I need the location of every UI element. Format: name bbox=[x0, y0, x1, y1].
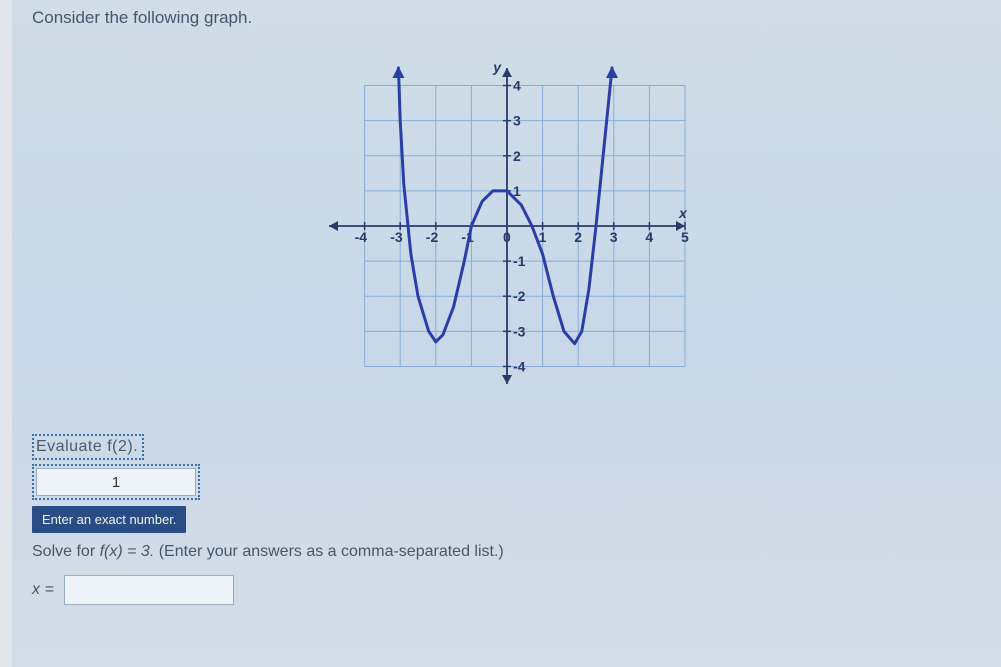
graph-container: 012345-4-3-2-11234-1-2-3-4xy bbox=[32, 46, 981, 406]
svg-text:3: 3 bbox=[513, 113, 521, 129]
question-section: Evaluate f(2). Enter an exact number. So… bbox=[32, 434, 981, 605]
solve-line: Solve for f(x) = 3. (Enter your answers … bbox=[32, 543, 981, 561]
svg-text:2: 2 bbox=[513, 148, 521, 164]
evaluate-input[interactable] bbox=[36, 468, 196, 496]
svg-text:-4: -4 bbox=[513, 358, 526, 374]
solve-prefix: Solve for bbox=[32, 543, 100, 560]
evaluate-input-wrap bbox=[32, 464, 200, 500]
svg-text:0: 0 bbox=[503, 229, 511, 245]
function-graph: 012345-4-3-2-11234-1-2-3-4xy bbox=[307, 46, 707, 406]
svg-text:4: 4 bbox=[645, 229, 653, 245]
x-equals-row: x = bbox=[32, 575, 981, 605]
svg-text:x: x bbox=[678, 205, 688, 221]
prompt-title: Consider the following graph. bbox=[32, 8, 981, 28]
solve-fx: f(x) = 3. bbox=[100, 543, 155, 560]
svg-text:5: 5 bbox=[681, 229, 689, 245]
svg-text:4: 4 bbox=[513, 78, 521, 94]
svg-text:3: 3 bbox=[609, 229, 617, 245]
solve-hint: (Enter your answers as a comma-separated… bbox=[154, 543, 503, 560]
svg-text:-2: -2 bbox=[425, 229, 438, 245]
svg-text:y: y bbox=[492, 59, 502, 75]
x-equals-label: x = bbox=[32, 581, 54, 599]
x-equals-input[interactable] bbox=[64, 575, 234, 605]
svg-text:-4: -4 bbox=[354, 229, 367, 245]
evaluate-label: Evaluate f(2). bbox=[36, 438, 138, 455]
svg-text:-2: -2 bbox=[513, 288, 526, 304]
svg-text:-3: -3 bbox=[390, 229, 403, 245]
evaluate-tooltip: Enter an exact number. bbox=[32, 506, 186, 533]
svg-text:2: 2 bbox=[574, 229, 582, 245]
svg-text:-1: -1 bbox=[513, 253, 526, 269]
evaluate-label-wrap: Evaluate f(2). bbox=[32, 434, 144, 460]
svg-text:-3: -3 bbox=[513, 323, 526, 339]
